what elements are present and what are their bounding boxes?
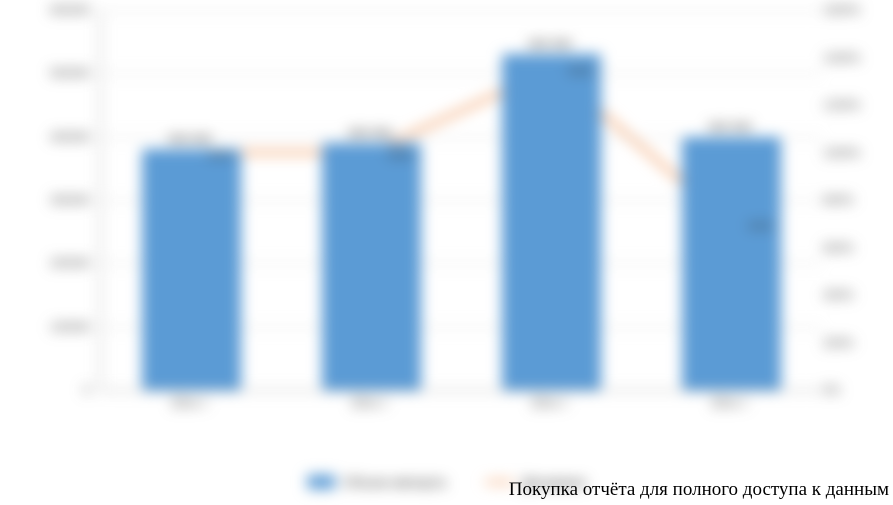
left-axis-tick-label: 200000 <box>10 256 90 270</box>
bar-value-label: xxx xxx <box>670 119 790 133</box>
gridline <box>101 10 821 11</box>
right-axis-tick-label: 800% <box>823 193 883 207</box>
line-point-label: xxxx <box>700 218 820 232</box>
bar-value-label: xxx xxx <box>310 125 430 139</box>
right-axis-tick-label: 600% <box>823 241 883 255</box>
legend-item-bars: Объем импорта <box>307 474 446 490</box>
left-axis-tick-label: 100000 <box>10 320 90 334</box>
right-axis-tick-label: 1000% <box>823 146 883 160</box>
right-axis-tick-label: 400% <box>823 288 883 302</box>
x-axis-category-label: 20xx г. <box>490 395 610 410</box>
right-axis-tick-label: 200% <box>823 336 883 350</box>
left-axis-tick-label: 0 <box>10 383 90 397</box>
left-axis-tick-label: 600000 <box>10 3 90 17</box>
line-point-label: xxxx <box>520 63 640 77</box>
legend-label-bars: Объем импорта <box>343 474 446 490</box>
left-axis-tick-label: 300000 <box>10 193 90 207</box>
legend-swatch-bar <box>307 475 335 489</box>
plot-area <box>100 10 821 391</box>
bar <box>502 54 601 390</box>
bar <box>322 143 421 390</box>
bar-value-label: xxx xxx <box>490 36 610 50</box>
purchase-overlay-text: Покупка отчёта для полного доступа к дан… <box>509 479 889 501</box>
left-axis-tick-label: 500000 <box>10 66 90 80</box>
gridline <box>101 73 821 74</box>
x-axis-category-label: 20xx г. <box>130 395 250 410</box>
bar <box>142 149 241 390</box>
bar <box>682 137 781 390</box>
right-axis-tick-label: 1600% <box>823 3 883 17</box>
left-axis-tick-label: 400000 <box>10 130 90 144</box>
chart-container: Объем импорта Динамика 01000002000003000… <box>0 0 893 505</box>
x-axis-category-label: 20xx г. <box>670 395 790 410</box>
x-axis-category-label: 20xx г. <box>310 395 430 410</box>
right-axis-tick-label: 0% <box>823 383 883 397</box>
line-point-label: xxxx <box>160 147 280 161</box>
right-axis-tick-label: 1200% <box>823 98 883 112</box>
line-point-label: xxxx <box>340 147 460 161</box>
bar-value-label: xxx xxx <box>130 131 250 145</box>
right-axis-tick-label: 1400% <box>823 51 883 65</box>
